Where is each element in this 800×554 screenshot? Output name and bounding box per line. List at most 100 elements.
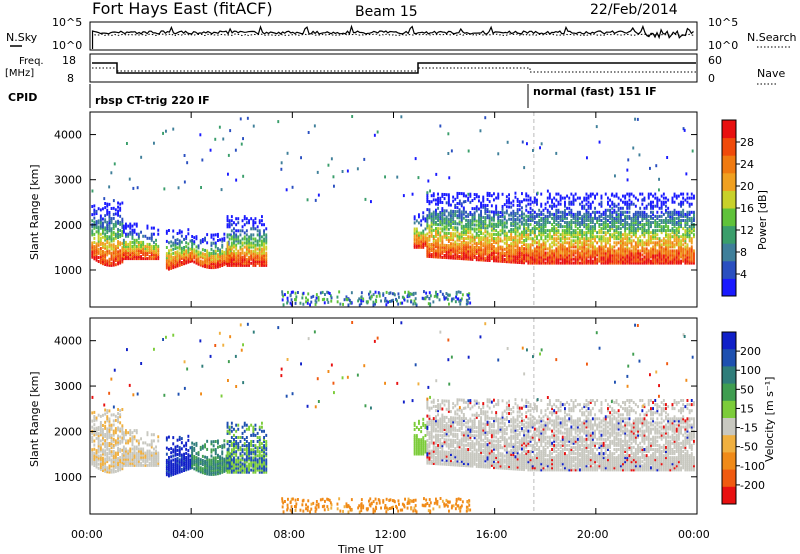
scatter-cell xyxy=(658,241,661,245)
scatter-cell xyxy=(117,205,119,209)
scatter-cell xyxy=(484,244,487,248)
scatter-cell xyxy=(112,225,115,228)
scatter-cell xyxy=(637,219,639,222)
scatter-cell xyxy=(497,259,500,263)
nave-label: Nave xyxy=(757,67,785,80)
scatter-cell xyxy=(317,298,320,302)
scatter-cell xyxy=(137,244,140,248)
scatter-cell xyxy=(538,251,541,255)
scatter-cell xyxy=(677,259,680,263)
scatter-cell xyxy=(99,208,102,212)
scatter-cell xyxy=(104,232,107,236)
scatter-cell xyxy=(91,419,94,423)
scatter-cell xyxy=(542,247,545,251)
scatter-cell xyxy=(104,441,107,445)
scatter-cell xyxy=(437,200,439,204)
scatter-cell xyxy=(598,202,601,206)
scatter-cell xyxy=(516,208,519,212)
scatter-cell xyxy=(172,241,175,245)
scatter-cell xyxy=(294,298,296,302)
scatter-cell xyxy=(172,247,175,251)
scatter-cell xyxy=(512,228,515,232)
scatter-cell xyxy=(193,254,196,258)
scatter-cell xyxy=(317,193,320,197)
scatter-cell xyxy=(628,194,631,198)
scatter-cell xyxy=(146,457,149,461)
scatter-cell xyxy=(110,440,113,443)
scatter-cell xyxy=(652,245,654,249)
scatter-cell xyxy=(370,295,373,299)
scatter-cell xyxy=(97,434,100,438)
scatter-cell xyxy=(427,179,430,183)
scatter-cell xyxy=(140,242,142,246)
scatter-cell xyxy=(241,255,244,259)
scatter-cell xyxy=(583,237,586,241)
scatter-cell xyxy=(148,461,151,465)
scatter-cell xyxy=(675,223,678,226)
scatter-cell xyxy=(121,246,124,250)
scatter-cell xyxy=(424,241,427,245)
scatter-cell xyxy=(129,451,132,455)
scatter-cell xyxy=(237,263,240,267)
scatter-cell xyxy=(150,238,153,242)
scatter-cell xyxy=(106,460,109,464)
scatter-cell xyxy=(108,217,111,221)
scatter-cell xyxy=(443,209,446,213)
scatter-cell xyxy=(446,293,449,297)
scatter-cell xyxy=(206,251,209,255)
scatter-cell xyxy=(400,115,403,119)
scatter-cell xyxy=(132,186,135,190)
scatter-cell xyxy=(129,251,132,254)
scatter-cell xyxy=(319,291,322,295)
scatter-cell xyxy=(594,259,596,263)
scatter-cell xyxy=(617,227,620,231)
scatter-cell xyxy=(512,217,515,221)
scatter-cell xyxy=(137,453,140,457)
scatter-cell xyxy=(208,263,211,267)
scatter-cell xyxy=(581,221,584,224)
scatter-cell xyxy=(250,241,253,245)
scatter-cell xyxy=(521,257,523,261)
scatter-cell xyxy=(230,241,233,245)
scatter-cell xyxy=(122,244,125,248)
scatter-cell xyxy=(628,206,631,210)
scatter-cell xyxy=(452,232,455,236)
scatter-cell xyxy=(693,235,695,239)
scatter-cell xyxy=(693,210,695,214)
scatter-cell xyxy=(480,205,482,209)
scatter-cell xyxy=(508,256,510,260)
scatter-cell xyxy=(439,227,442,231)
scatter-cell xyxy=(559,239,562,243)
scatter-cell xyxy=(187,260,190,264)
scatter-cell xyxy=(574,223,577,226)
scatter-cell xyxy=(254,261,257,265)
scatter-cell xyxy=(277,120,280,124)
scatter-cell xyxy=(209,148,212,152)
scatter-cell xyxy=(112,466,115,470)
scatter-cell xyxy=(488,240,491,244)
scatter-cell xyxy=(632,202,635,206)
scatter-cell xyxy=(510,232,513,235)
scatter-cell xyxy=(643,225,646,229)
scatter-cell xyxy=(441,239,444,243)
scatter-cell xyxy=(443,193,446,196)
scatter-cell xyxy=(469,192,472,196)
scatter-cell xyxy=(684,237,687,241)
scatter-cell xyxy=(252,241,255,245)
scatter-cell xyxy=(428,208,431,212)
scatter-cell xyxy=(662,261,665,265)
scatter-cell xyxy=(168,458,170,462)
scatter-cell xyxy=(675,251,678,255)
scatter-cell xyxy=(153,244,155,248)
scatter-cell xyxy=(420,237,423,241)
scatter-cell xyxy=(557,223,560,226)
scatter-cell xyxy=(531,200,534,204)
scatter-cell xyxy=(131,255,134,259)
scatter-cell xyxy=(142,240,145,244)
scatter-cell xyxy=(450,236,452,240)
scatter-cell xyxy=(497,231,500,235)
scatter-cell xyxy=(652,233,654,237)
scatter-cell xyxy=(148,457,151,461)
scatter-cell xyxy=(475,233,478,237)
scatter-cell xyxy=(690,225,693,229)
